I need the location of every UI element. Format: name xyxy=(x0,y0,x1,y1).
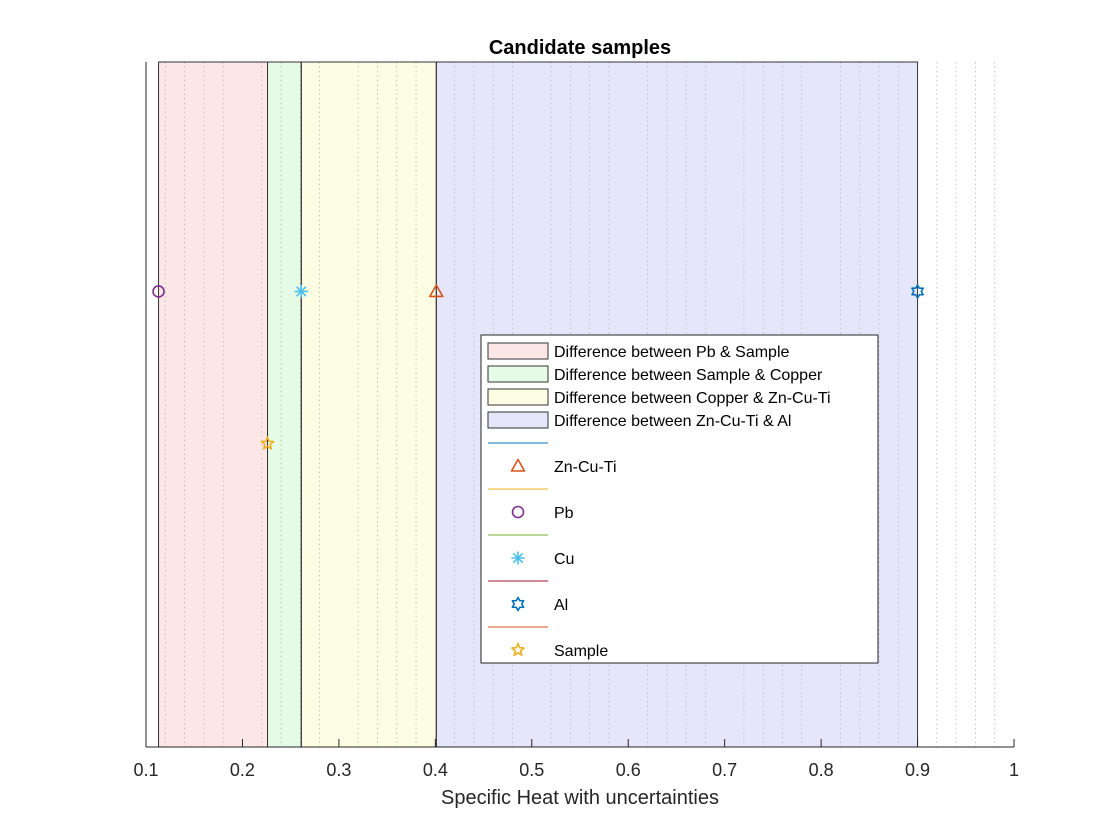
legend-label: Sample xyxy=(554,643,608,660)
marker-zn-cu-ti xyxy=(428,284,444,298)
legend-box xyxy=(480,334,879,664)
x-tick-label: 0.6 xyxy=(616,760,641,780)
legend-marker-sample xyxy=(511,642,525,657)
legend-label: Zn-Cu-Ti xyxy=(554,459,617,476)
legend-swatch-4 xyxy=(487,411,549,429)
x-tick-label: 0.7 xyxy=(712,760,737,780)
x-tick-label: 0.2 xyxy=(230,760,255,780)
x-tick-label: 0.3 xyxy=(326,760,351,780)
legend-marker-zn-cu-ti xyxy=(510,458,526,472)
marker-pb xyxy=(152,285,165,298)
legend-label: Difference between Zn-Cu-Ti & Al xyxy=(554,413,791,430)
legend-label: Difference between Copper & Zn-Cu-Ti xyxy=(554,390,831,407)
legend-label: Cu xyxy=(554,551,574,568)
x-ticks: 0.1 0.2 0.3 0.4 0.5 0.6 0.7 0.8 0.9 1 xyxy=(133,739,1019,780)
asterisk-stroke xyxy=(296,286,307,297)
x-tick-label: 0.4 xyxy=(423,760,448,780)
legend-label: Difference between Pb & Sample xyxy=(554,344,790,361)
axes xyxy=(145,62,1014,748)
marker-al xyxy=(911,284,924,299)
marker-cu xyxy=(294,284,309,299)
x-tick-label: 0.8 xyxy=(809,760,834,780)
x-tick-label: 0.9 xyxy=(905,760,930,780)
legend-marker-al xyxy=(511,596,525,612)
legend-swatch-1 xyxy=(487,342,549,360)
x-axis-label: Specific Heat with uncertainties xyxy=(441,787,719,809)
legend-marker-pb xyxy=(511,505,525,519)
legend-marker-cu xyxy=(511,551,525,565)
x-tick-label: 0.1 xyxy=(133,760,158,780)
marker-sample xyxy=(260,436,275,450)
asterisk-stroke xyxy=(512,552,524,564)
x-tick-label: 1 xyxy=(1009,760,1019,780)
data-markers xyxy=(152,284,924,450)
legend-swatch-2 xyxy=(487,365,549,383)
legend: Difference between Pb & Sample Difference… xyxy=(480,334,879,664)
region-3 xyxy=(301,62,437,747)
region-2 xyxy=(267,62,302,747)
legend-label: Pb xyxy=(554,505,574,522)
chart-title: Candidate samples xyxy=(489,37,671,59)
legend-label: Difference between Sample & Copper xyxy=(554,367,823,384)
region-1 xyxy=(158,62,268,747)
legend-label: Al xyxy=(554,597,568,614)
legend-swatch-3 xyxy=(487,388,549,406)
x-tick-label: 0.5 xyxy=(519,760,544,780)
